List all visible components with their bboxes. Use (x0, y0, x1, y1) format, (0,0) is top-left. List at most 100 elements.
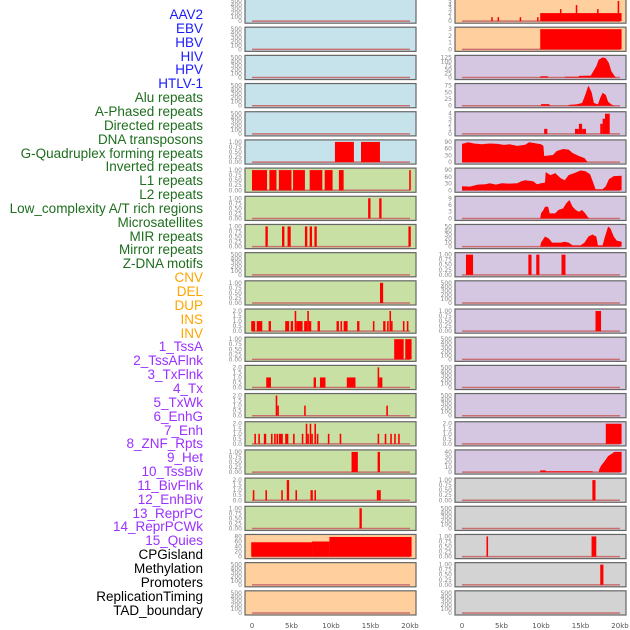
row-label: EBV (175, 20, 203, 36)
signal-bar (604, 113, 610, 134)
y-tick-label: 0.5 (232, 380, 242, 387)
track-background (244, 111, 417, 137)
signal-bar (343, 321, 348, 332)
row-label: Z-DNA motifs (122, 256, 203, 272)
track-background (244, 195, 417, 222)
signal-bar (308, 321, 312, 332)
signal-bar (398, 433, 400, 444)
y-tick-label: 0.0 (232, 385, 242, 392)
y-tick-label: 0.50 (229, 459, 243, 466)
signal-bar (304, 226, 308, 247)
y-tick-label: 10 (444, 464, 452, 471)
y-tick-label: 25 (444, 96, 452, 103)
x-tick-label: 5kb (285, 622, 299, 630)
track-background (244, 364, 417, 391)
signal-bar (309, 423, 312, 444)
signal-bar (307, 433, 309, 444)
y-tick-label: 0.50 (439, 544, 453, 551)
track-background (244, 139, 417, 165)
signal-bar (286, 480, 290, 501)
signal-bar (251, 321, 256, 332)
signal-bar (394, 339, 404, 360)
signal-bar (252, 490, 255, 501)
y-tick-label: 500 (231, 562, 243, 569)
signal-bar (617, 1, 620, 22)
signal-bar (595, 311, 602, 332)
row-label: Low_complexity A/T rich regions (9, 200, 203, 216)
y-tick-label: 100 (231, 127, 243, 134)
y-tick-label: 0.25 (229, 520, 243, 527)
y-tick-label: 0 (448, 244, 452, 251)
y-tick-label: 3 (448, 209, 452, 216)
y-tick-label: 1.0 (232, 403, 242, 410)
y-tick-label: 2.0 (232, 308, 242, 315)
signal-bar (339, 433, 342, 444)
y-tick-label: 400 (441, 397, 453, 404)
y-tick-label: 500 (441, 364, 453, 371)
y-tick-label: 0.0 (232, 441, 242, 448)
row-label: HBV (175, 34, 203, 50)
row-label: G-Quadruplex forming repeats (20, 145, 203, 161)
y-tick-label: 0 (448, 610, 452, 617)
signal-bar (357, 321, 360, 332)
signal-bar (561, 254, 566, 275)
y-tick-label: 300 (231, 260, 243, 267)
y-tick-label: 30 (444, 232, 452, 239)
y-tick-label: 50 (444, 223, 452, 230)
y-tick-label: 300 (441, 344, 453, 351)
y-tick-label: 400 (441, 509, 453, 516)
y-tick-label: 1.00 (229, 223, 243, 230)
row-label: DEL (176, 284, 203, 299)
y-tick-label: 0.75 (229, 454, 243, 461)
y-tick-label: 0 (448, 187, 452, 194)
signal-bar (285, 321, 290, 332)
y-tick-label: 0.75 (229, 200, 243, 207)
y-tick-label: 50 (444, 66, 452, 73)
y-tick-label: 300 (441, 598, 453, 605)
y-tick-label: 20 (444, 459, 452, 466)
signal-bar (313, 377, 316, 388)
y-tick-label: 1.00 (229, 280, 243, 287)
signal-bar (309, 170, 323, 191)
signal-bar (311, 433, 313, 444)
track: 1.000.750.500.250.00 (439, 477, 627, 504)
row-label: Promoters (140, 574, 203, 590)
y-tick-label: 0.75 (229, 510, 243, 517)
row-label: Inverted repeats (105, 159, 203, 175)
x-tick-label: 20kb (611, 622, 629, 630)
row-label: DUP (174, 297, 203, 313)
y-tick-label: 300 (231, 34, 243, 41)
y-tick-label: 3 (448, 116, 452, 123)
y-tick-label: 1 (448, 14, 452, 21)
y-tick-label: 1.00 (439, 252, 453, 259)
y-tick-label: 100 (231, 268, 243, 275)
y-tick-label: 0 (238, 272, 242, 279)
track-background (454, 82, 627, 109)
y-tick-label: 500 (231, 83, 243, 90)
y-tick-label: 25 (444, 71, 452, 78)
y-tick-label: 0.50 (439, 487, 453, 494)
signal-bar (265, 490, 268, 501)
y-tick-label: 0.75 (229, 341, 243, 348)
track: 1.000.750.500.250.00 (229, 280, 417, 307)
y-tick-label: 0 (238, 582, 242, 589)
row-label: 3_TxFlnk (147, 367, 203, 383)
y-tick-label: 1.00 (229, 449, 243, 456)
y-tick-label: 0 (448, 46, 452, 53)
y-tick-label: 0.00 (439, 328, 453, 335)
y-tick-label: 90 (444, 139, 452, 146)
signal-bar (377, 367, 380, 388)
y-tick-label: 200 (231, 66, 243, 73)
y-tick-label: 1.00 (439, 562, 453, 569)
y-tick-label: 0.50 (229, 346, 243, 353)
track-background (244, 421, 417, 447)
signal-bar (290, 321, 294, 332)
y-tick-label: 125 (441, 54, 453, 61)
y-tick-label: 0 (448, 385, 452, 392)
signal-bar (597, 9, 599, 22)
